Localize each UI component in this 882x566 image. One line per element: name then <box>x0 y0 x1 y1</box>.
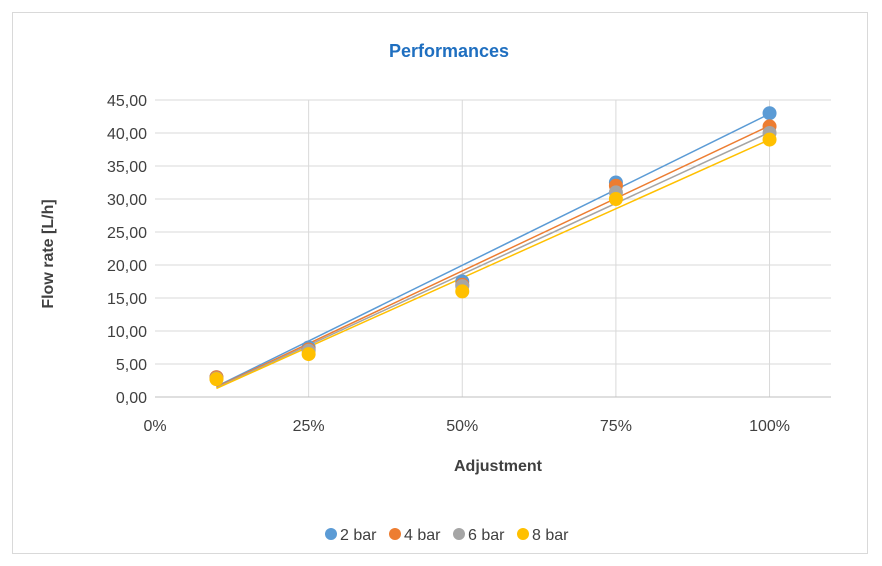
chart-title: Performances <box>389 41 509 61</box>
legend-marker-6-bar <box>453 528 465 540</box>
y-tick-label-0: 0,00 <box>116 390 147 407</box>
trendline-6-bar <box>216 131 770 389</box>
x-tick-label-3: 75% <box>600 418 632 435</box>
x-tick-label-4: 100% <box>749 418 790 435</box>
legend-label-6-bar: 6 bar <box>468 527 505 544</box>
legend-marker-2-bar <box>325 528 337 540</box>
legend-marker-4-bar <box>389 528 401 540</box>
x-axis-title: Adjustment <box>454 458 543 475</box>
x-tick-labels: 0% 25% 50% 75% 100% <box>143 418 790 435</box>
point-8-bar-3 <box>608 192 623 206</box>
point-8-bar-1 <box>301 347 316 362</box>
y-tick-label-5: 25,00 <box>107 225 147 242</box>
trendline-2-bar <box>216 113 770 388</box>
chart-frame: Performances 0,00 5,00 10,00 15,00 20,00 25,0… <box>12 12 868 554</box>
trendlines <box>216 113 770 390</box>
y-tick-labels: 0,00 5,00 10,00 15,00 20,00 25,00 30,00 35,00 40… <box>107 93 147 407</box>
y-tick-label-1: 5,00 <box>116 357 147 374</box>
y-axis-title: Flow rate [L/h] <box>40 199 57 308</box>
legend-label-4-bar: 4 bar <box>404 527 441 544</box>
gridlines <box>155 99 831 398</box>
legend-marker-8-bar <box>517 528 529 540</box>
y-tick-label-8: 40,00 <box>107 126 147 143</box>
x-tick-label-0: 0% <box>143 418 166 435</box>
legend-label-2-bar: 2 bar <box>340 527 377 544</box>
legend-label-8-bar: 8 bar <box>532 527 569 544</box>
x-tick-label-1: 25% <box>293 418 325 435</box>
trendline-8-bar <box>216 138 770 390</box>
y-tick-label-3: 15,00 <box>107 291 147 308</box>
y-tick-label-2: 10,00 <box>107 324 147 341</box>
data-points <box>209 106 777 387</box>
y-tick-label-6: 30,00 <box>107 192 147 209</box>
y-tick-label-4: 20,00 <box>107 258 147 275</box>
y-tick-label-9: 45,00 <box>107 93 147 110</box>
point-2-bar-4 <box>762 106 777 121</box>
point-8-bar-4 <box>762 132 777 147</box>
point-8-bar-0 <box>209 372 224 387</box>
trendline-4-bar <box>216 125 770 388</box>
y-tick-label-7: 35,00 <box>107 159 147 176</box>
x-tick-label-2: 50% <box>446 418 478 435</box>
point-8-bar-2 <box>455 284 470 299</box>
legend: 2 bar 4 bar 6 bar 8 bar <box>325 527 569 544</box>
chart-svg: Performances 0,00 5,00 10,00 15,00 20,00 25,0… <box>40 41 831 544</box>
